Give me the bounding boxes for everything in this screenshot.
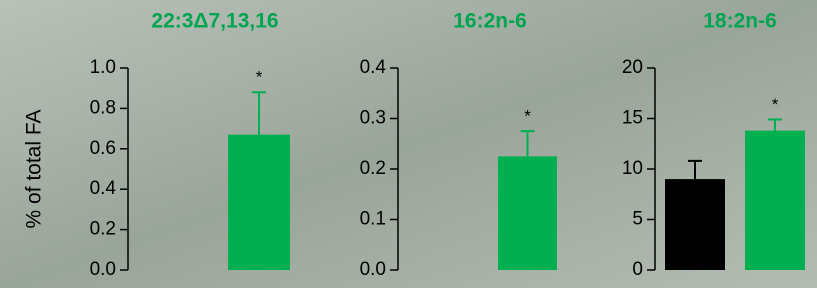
significance-mark: * <box>256 68 263 87</box>
chart-title: 22:3Δ7,13,16 <box>151 10 278 33</box>
significance-mark: * <box>772 95 779 114</box>
chart-title: 18:2n-6 <box>703 10 777 33</box>
y-tick-label: 0 <box>632 259 643 280</box>
bar <box>228 135 290 270</box>
y-tick-label: 20 <box>622 57 643 78</box>
y-tick-label: 10 <box>622 158 643 179</box>
y-tick-label: 15 <box>622 108 643 129</box>
y-tick-label: 0.2 <box>90 219 116 240</box>
y-axis-label: % of total FA <box>23 109 46 228</box>
y-tick-label: 1.0 <box>90 57 116 78</box>
significance-mark: * <box>524 107 531 126</box>
y-tick-label: 5 <box>632 209 643 230</box>
y-tick-label: 0.4 <box>90 178 117 199</box>
y-tick-label: 0.3 <box>360 108 386 129</box>
y-tick-label: 0.4 <box>360 57 387 78</box>
bar <box>498 156 557 270</box>
figure: 22:3Δ7,13,16 % of total FA 0.0 0.2 0.4 0.6 0.8… <box>0 0 817 288</box>
bar <box>665 179 725 270</box>
chart-title: 16:2n-6 <box>453 10 527 33</box>
y-tick-label: 0.6 <box>90 138 116 159</box>
y-tick-label: 0.1 <box>360 209 386 230</box>
y-tick-label: 0.8 <box>90 97 116 118</box>
bar <box>745 131 805 270</box>
y-tick-label: 0.2 <box>360 158 386 179</box>
y-tick-label: 0.0 <box>360 259 386 280</box>
y-tick-label: 0.0 <box>90 259 116 280</box>
